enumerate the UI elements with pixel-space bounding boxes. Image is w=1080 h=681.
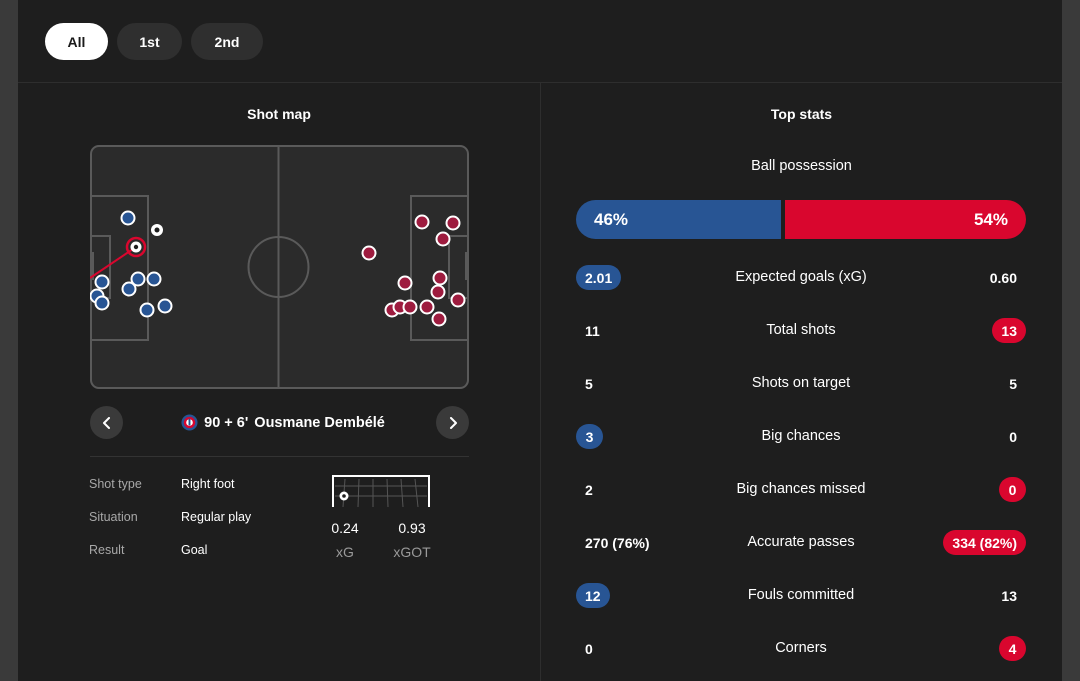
result-value: Goal bbox=[181, 543, 208, 557]
top-stats-title: Top stats bbox=[770, 106, 833, 122]
possession-label: Ball possession bbox=[751, 158, 852, 174]
home-shot bbox=[94, 274, 110, 290]
away-shot bbox=[430, 284, 446, 300]
centre-circle bbox=[247, 236, 310, 298]
selected-shot-goal-icon bbox=[125, 236, 147, 258]
away-shot bbox=[414, 214, 430, 230]
stat-row: Fouls committed 12 13 bbox=[576, 580, 1026, 610]
goal-ball-icon bbox=[339, 491, 349, 501]
away-shot bbox=[431, 311, 447, 327]
away-shot bbox=[432, 270, 448, 286]
away-shot bbox=[450, 292, 466, 308]
stat-label: Accurate passes bbox=[747, 534, 855, 550]
stat-label: Shots on target bbox=[751, 375, 851, 391]
home-shot bbox=[121, 281, 137, 297]
away-shot bbox=[397, 275, 413, 291]
situation-label: Situation bbox=[89, 510, 138, 524]
away-shot bbox=[361, 245, 377, 261]
stat-home-value: 5 bbox=[585, 375, 593, 392]
stat-home-value: 11 bbox=[585, 322, 600, 339]
possession-away: 54% bbox=[785, 200, 1026, 239]
stat-home-value: 12 bbox=[576, 583, 610, 608]
stat-home-value: 0 bbox=[585, 640, 593, 657]
away-shot bbox=[445, 215, 461, 231]
possession-home: 46% bbox=[576, 200, 781, 239]
situation-value: Regular play bbox=[181, 510, 252, 524]
stat-away-value: 13 bbox=[992, 318, 1026, 343]
shot-map-pitch bbox=[90, 145, 469, 389]
selected-shot-header: 90 + 6' Ousmane Dembélé bbox=[158, 414, 408, 431]
away-shot bbox=[419, 299, 435, 315]
match-stats-card: All 1st 2nd Shot map bbox=[18, 0, 1062, 681]
stat-label: Fouls committed bbox=[747, 587, 855, 603]
stat-away-value: 13 bbox=[1001, 587, 1017, 604]
stat-away-value: 5 bbox=[1009, 375, 1017, 392]
shot-type-value: Right foot bbox=[181, 477, 235, 491]
stat-row: Accurate passes 270 (76%) 334 (82%) bbox=[576, 527, 1026, 557]
stat-row: Total shots 11 13 bbox=[576, 315, 1026, 345]
xg-value: 0.24 bbox=[331, 520, 359, 536]
home-shots bbox=[90, 210, 173, 318]
home-goal bbox=[90, 252, 94, 280]
stat-label: Corners bbox=[775, 640, 827, 656]
chevron-right-icon bbox=[449, 416, 457, 429]
stat-label: Big chances missed bbox=[736, 481, 866, 497]
away-shot bbox=[402, 299, 418, 315]
stat-row: Corners 0 4 bbox=[576, 633, 1026, 663]
shot-minute: 90 + 6' bbox=[204, 414, 249, 431]
tab-all[interactable]: All bbox=[45, 23, 108, 60]
goal-frame-diagram bbox=[332, 475, 430, 508]
home-shot bbox=[146, 271, 162, 287]
goal-ball-icon bbox=[151, 224, 163, 236]
stat-label: Big chances bbox=[761, 428, 841, 444]
stat-label: Total shots bbox=[766, 322, 836, 338]
stat-home-value: 3 bbox=[576, 424, 603, 449]
shot-player-name: Ousmane Dembélé bbox=[254, 414, 385, 431]
away-shots bbox=[361, 214, 466, 327]
chevron-left-icon bbox=[102, 416, 110, 429]
stat-away-value: 4 bbox=[999, 636, 1026, 661]
home-shot bbox=[120, 210, 136, 226]
tab-2nd[interactable]: 2nd bbox=[191, 23, 263, 60]
stat-away-value: 0 bbox=[1009, 428, 1017, 445]
stat-row: Big chances missed 2 0 bbox=[576, 474, 1026, 504]
next-shot-button[interactable] bbox=[436, 406, 469, 439]
stat-row: Expected goals (xG) 2.01 0.60 bbox=[576, 262, 1026, 292]
xg-label: xG bbox=[336, 544, 354, 560]
stat-away-value: 0 bbox=[999, 477, 1026, 502]
stat-home-value: 2 bbox=[585, 481, 593, 498]
shot-detail-divider bbox=[90, 456, 469, 457]
stat-home-value: 270 (76%) bbox=[585, 534, 650, 551]
previous-shot-button[interactable] bbox=[90, 406, 123, 439]
home-shot bbox=[130, 271, 146, 287]
stat-label: Expected goals (xG) bbox=[735, 269, 867, 285]
tab-1st[interactable]: 1st bbox=[117, 23, 182, 60]
shot-type-label: Shot type bbox=[89, 477, 142, 491]
stat-row: Big chances 3 0 bbox=[576, 421, 1026, 451]
xgot-label: xGOT bbox=[393, 544, 431, 560]
stat-home-value: 2.01 bbox=[576, 265, 622, 290]
away-goal bbox=[465, 252, 469, 280]
stat-row: Shots on target 5 5 bbox=[576, 368, 1026, 398]
header-divider bbox=[18, 82, 1062, 83]
result-label: Result bbox=[89, 543, 125, 557]
possession-bar: 46% 54% bbox=[576, 200, 1026, 239]
stat-away-value: 334 (82%) bbox=[943, 530, 1026, 555]
period-tabs: All 1st 2nd bbox=[45, 23, 263, 60]
xgot-value: 0.93 bbox=[398, 520, 426, 536]
column-divider bbox=[540, 83, 541, 681]
away-shot bbox=[435, 231, 451, 247]
stat-away-value: 0.60 bbox=[989, 269, 1017, 286]
psg-crest-icon bbox=[181, 414, 198, 431]
home-shot bbox=[94, 295, 110, 311]
shot-map-title: Shot map bbox=[247, 106, 311, 122]
home-shot bbox=[139, 302, 155, 318]
home-shot bbox=[157, 298, 173, 314]
